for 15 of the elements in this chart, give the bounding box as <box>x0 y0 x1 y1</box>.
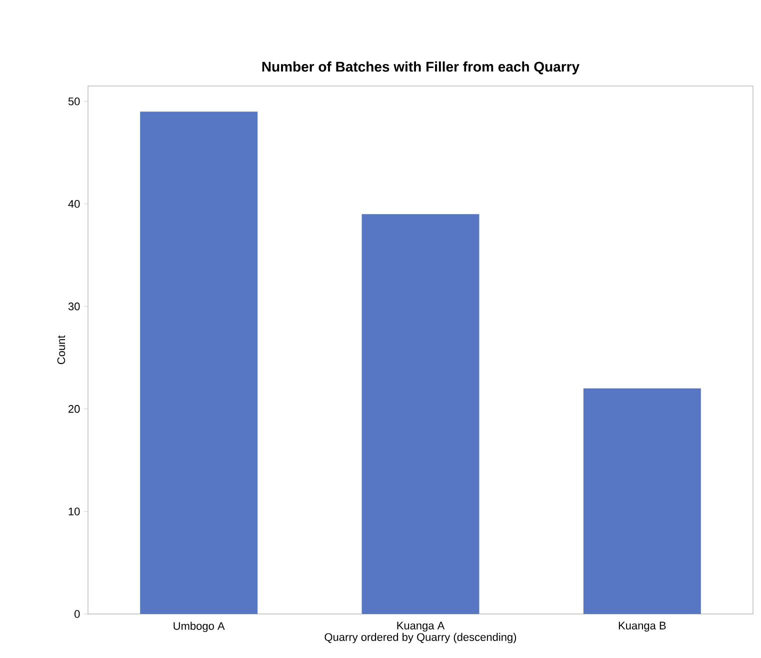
chart-title: Number of Batches with Filler from each Quarry <box>262 61 580 74</box>
y-tick-label: 50 <box>68 97 80 106</box>
bar <box>583 388 701 614</box>
x-tick-label: Kuanga B <box>618 622 666 632</box>
y-axis-title: Count <box>57 335 66 364</box>
y-tick-label: 10 <box>68 508 80 516</box>
bar <box>140 112 258 614</box>
y-tick-label: 0 <box>74 610 80 618</box>
y-tick-label: 40 <box>68 200 80 208</box>
bar <box>362 214 480 614</box>
x-tick-label: Umbogo A <box>174 622 225 632</box>
x-tick-label: Kuanga A <box>397 622 445 632</box>
y-tick-label: 30 <box>68 302 80 310</box>
x-axis-title: Quarry ordered by Quarry (descending) <box>324 632 516 644</box>
y-tick-label: 20 <box>68 405 80 413</box>
